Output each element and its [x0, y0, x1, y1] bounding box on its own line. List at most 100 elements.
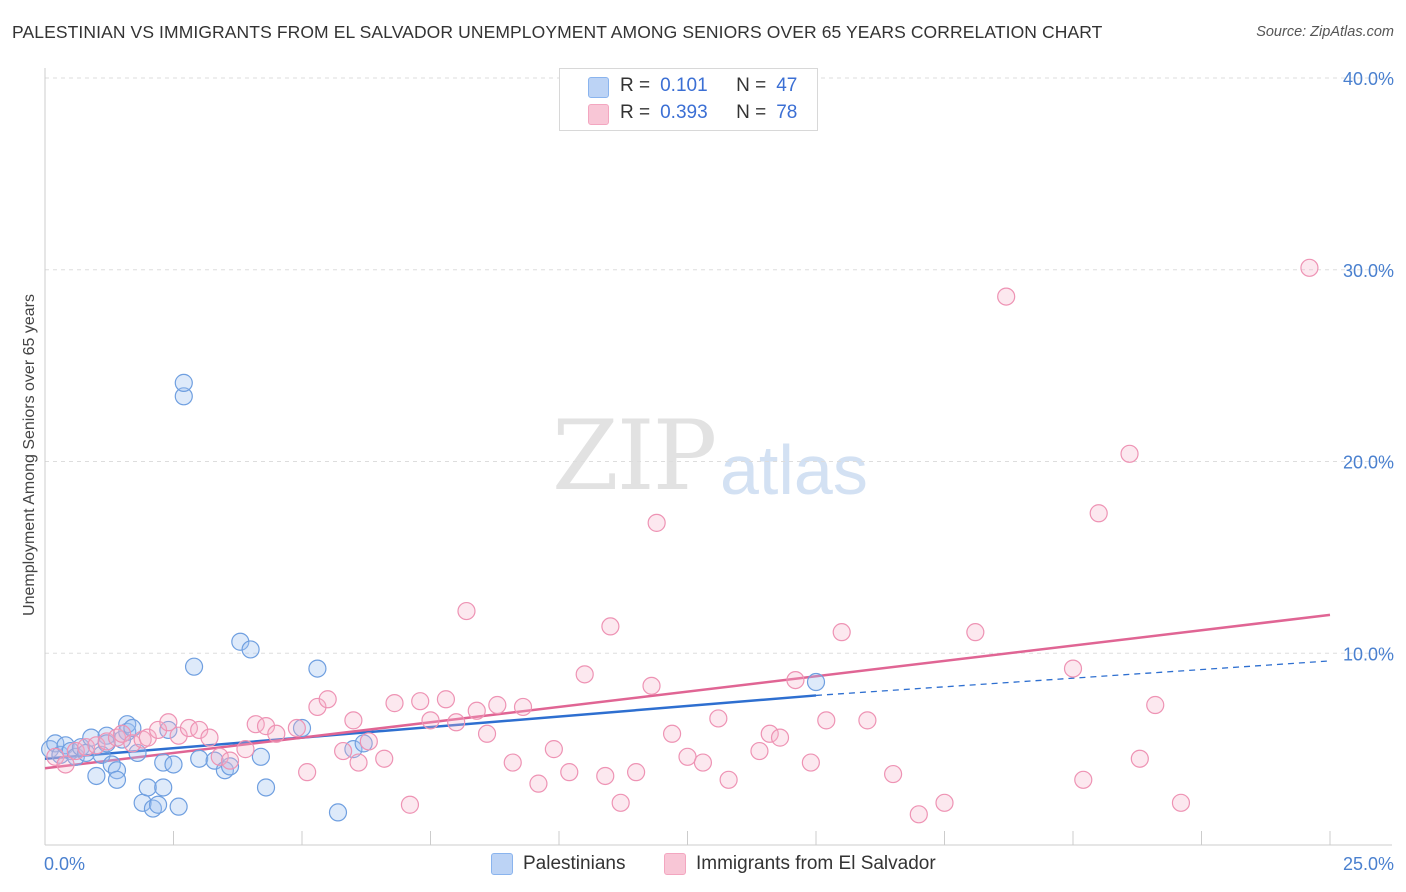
point-el-salvador [46, 747, 65, 766]
point-palestinians [174, 373, 193, 392]
point-el-salvador [488, 695, 507, 715]
legend-swatch-palestinians [588, 77, 609, 98]
point-el-salvador [935, 793, 954, 812]
point-el-salvador [678, 747, 697, 766]
point-palestinians [164, 755, 183, 774]
point-palestinians [128, 743, 147, 763]
point-palestinians [806, 672, 826, 692]
legend-n-value: 78 [776, 102, 798, 123]
point-palestinians [231, 632, 250, 651]
trendline-palestinians [44, 694, 817, 760]
point-el-salvador [477, 724, 497, 743]
point-palestinians [292, 718, 312, 738]
point-el-salvador [457, 601, 476, 621]
point-el-salvador [544, 740, 563, 759]
bottom-legend-swatch-blue [491, 853, 513, 875]
point-el-salvador [436, 690, 456, 709]
point-el-salvador [1063, 659, 1083, 678]
point-el-salvador [817, 711, 836, 730]
point-palestinians [169, 797, 188, 816]
legend-n-label: N = [736, 102, 767, 123]
point-el-salvador [421, 711, 440, 730]
x-tick-label: 0.0% [44, 854, 85, 874]
legend-r-label: R = [620, 102, 651, 123]
point-palestinians [123, 718, 142, 738]
legend: R = 0.101 N = 47 R = 0.393 N = 78 [559, 68, 818, 131]
point-el-salvador [909, 805, 928, 824]
gridlines [45, 77, 1392, 654]
point-el-salvador [647, 513, 666, 532]
trendline-el-salvador [44, 613, 1331, 770]
point-el-salvador [1120, 444, 1139, 463]
point-el-salvador [693, 753, 713, 772]
point-el-salvador [66, 741, 85, 761]
point-palestinians [138, 778, 157, 797]
point-el-salvador [256, 717, 276, 736]
point-el-salvador [220, 751, 240, 770]
point-el-salvador [1171, 793, 1191, 812]
trendline-palestinians-extension [815, 660, 1331, 697]
legend-n-value: 47 [776, 75, 798, 96]
point-el-salvador [529, 774, 548, 793]
point-el-salvador [1146, 695, 1165, 715]
point-el-salvador [138, 728, 157, 747]
tick-labels: 10.0% 20.0% 30.0% 40.0% 0.0% 25.0% [44, 69, 1394, 874]
point-el-salvador [858, 711, 877, 730]
point-el-salvador [770, 728, 790, 747]
y-axis-label: Unemployment Among Seniors over 65 years [21, 294, 38, 616]
point-el-salvador [97, 732, 116, 751]
y-tick-label: 20.0% [1343, 453, 1394, 473]
point-el-salvador [210, 747, 229, 766]
point-el-salvador [786, 670, 805, 690]
point-el-salvador [349, 753, 368, 772]
point-el-salvador [287, 718, 306, 738]
point-el-salvador [447, 713, 466, 732]
y-tick-label: 30.0% [1343, 261, 1394, 281]
point-el-salvador [832, 623, 851, 642]
chart-title: PALESTINIAN VS IMMIGRANTS FROM EL SALVAD… [12, 22, 1103, 42]
point-el-salvador [344, 711, 363, 730]
point-el-salvador [575, 665, 594, 684]
source-label: Source: ZipAtlas.com [1256, 24, 1394, 40]
point-palestinians [154, 778, 173, 797]
point-el-salvador [236, 740, 255, 759]
point-el-salvador [760, 724, 779, 743]
point-el-salvador [375, 749, 394, 768]
watermark-atlas: atlas [720, 431, 868, 509]
point-palestinians [56, 736, 75, 755]
point-el-salvador [467, 701, 486, 720]
bottom-legend-label: Immigrants from El Salvador [696, 853, 936, 874]
bottom-legend-palestinians: Palestinians [491, 851, 625, 877]
legend-row-palestinians: R = 0.101 N = 47 [620, 73, 797, 99]
legend-r-value: 0.393 [660, 102, 708, 123]
legend-swatch-el-salvador [588, 104, 609, 125]
legend-n-label: N = [736, 75, 767, 96]
point-el-salvador [966, 623, 985, 642]
point-palestinians [241, 640, 260, 659]
point-palestinians [184, 657, 204, 676]
point-el-salvador [318, 690, 337, 709]
point-el-salvador [560, 763, 579, 782]
watermark-zip: ZIP [552, 400, 717, 512]
bottom-legend-label: Palestinians [523, 853, 626, 874]
point-el-salvador [190, 720, 209, 740]
data-points [41, 258, 1319, 824]
point-el-salvador [626, 763, 646, 782]
x-tick-label: 25.0% [1343, 854, 1394, 874]
point-el-salvador [308, 697, 327, 717]
y-tick-label: 10.0% [1343, 644, 1394, 664]
point-el-salvador [159, 713, 178, 732]
point-palestinians [148, 795, 168, 814]
point-palestinians [328, 803, 348, 822]
point-palestinians [87, 766, 106, 786]
point-el-salvador [997, 287, 1016, 306]
point-el-salvador [334, 741, 353, 761]
point-el-salvador [611, 793, 630, 812]
point-el-salvador [642, 676, 661, 695]
point-el-salvador [1089, 504, 1108, 523]
point-palestinians [107, 761, 127, 780]
point-el-salvador [662, 724, 682, 743]
bottom-legend-swatch-pink [664, 853, 686, 875]
point-el-salvador [709, 709, 728, 728]
point-el-salvador [298, 763, 317, 782]
